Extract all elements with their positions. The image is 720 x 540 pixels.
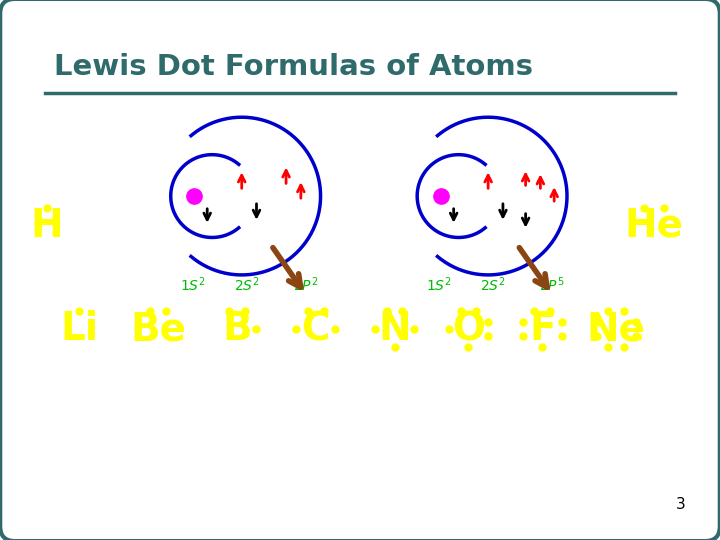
Text: $1S^2$: $1S^2$ [179,275,205,294]
Text: He: He [624,207,683,245]
Text: $1S^2$: $1S^2$ [426,275,451,294]
Text: $2P^5$: $2P^5$ [539,275,565,294]
Text: $2S^2$: $2S^2$ [234,275,259,294]
Text: Ne: Ne [587,310,646,348]
Text: H: H [30,207,63,245]
Text: Be: Be [130,310,186,348]
Text: O: O [452,310,485,348]
Text: C: C [302,310,330,348]
Text: Lewis Dot Formulas of Atoms: Lewis Dot Formulas of Atoms [55,53,534,81]
Text: $2P^2$: $2P^2$ [293,275,318,294]
Text: Li: Li [60,310,98,348]
Text: $2S^2$: $2S^2$ [480,275,506,294]
Text: F: F [529,310,556,348]
Text: 3: 3 [675,496,685,511]
Text: N: N [378,310,411,348]
Text: B: B [222,310,251,348]
